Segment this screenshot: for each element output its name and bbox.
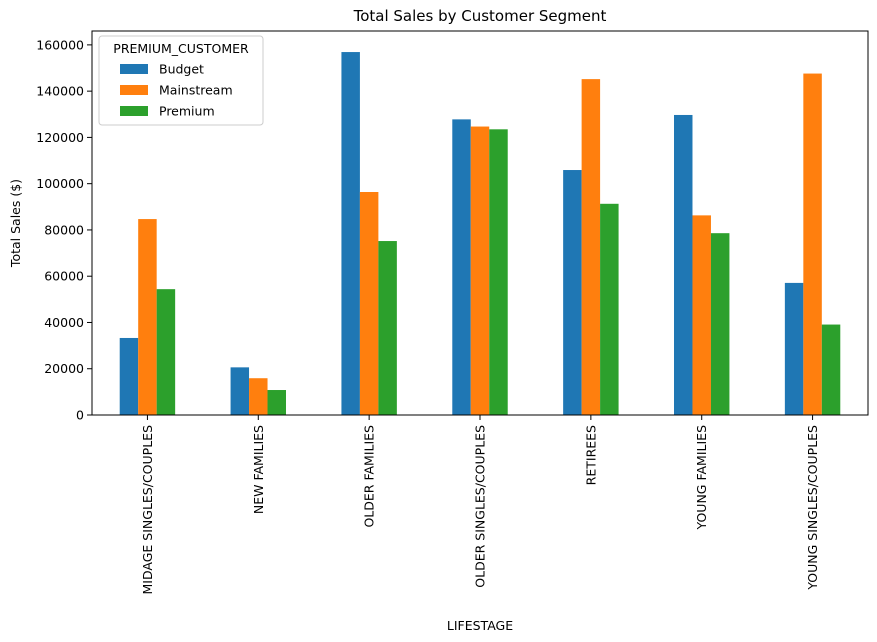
legend-label-mainstream: Mainstream	[159, 83, 233, 98]
x-tick-label-retirees: RETIREES	[583, 425, 598, 485]
bar-mainstream-new-families	[249, 378, 268, 415]
x-axis-ticks: MIDAGE SINGLES/COUPLES NEW FAMILIES OLDER …	[140, 415, 820, 594]
x-tick-label-new-families: NEW FAMILIES	[251, 425, 266, 514]
legend-swatch-mainstream	[120, 85, 148, 95]
legend: PREMIUM_CUSTOMER Budget Mainstream Premium	[98, 35, 264, 126]
bar-mainstream-young-families	[692, 215, 711, 415]
bar-premium-older-singles-couples	[489, 129, 508, 415]
legend-label-budget: Budget	[159, 62, 204, 77]
x-tick-label-older-singles-couples: OLDER SINGLES/COUPLES	[473, 425, 488, 588]
y-tick-label: 80000	[44, 222, 84, 237]
bar-budget-older-singles-couples	[452, 119, 471, 416]
chart-title: Total Sales by Customer Segment	[353, 7, 607, 25]
x-tick-label-older-families: OLDER FAMILIES	[362, 425, 377, 528]
y-tick-label: 40000	[44, 315, 84, 330]
bar-budget-young-singles-couples	[784, 282, 804, 415]
plot-frame	[91, 30, 869, 416]
legend-frame	[98, 35, 264, 126]
y-tick-label: 20000	[44, 361, 84, 376]
y-tick-label: 0	[76, 408, 84, 423]
bar-budget-midage-singles-couples	[119, 337, 139, 415]
y-tick-label: 100000	[36, 176, 84, 191]
x-axis-label: LIFESTAGE	[447, 618, 513, 633]
y-axis-label: Total Sales ($)	[8, 179, 23, 268]
bar-mainstream-young-singles-couples	[803, 73, 822, 415]
bar-premium-retirees	[600, 203, 619, 415]
bar-premium-young-families	[710, 233, 730, 415]
y-tick-label: 140000	[36, 84, 84, 99]
bar-budget-retirees	[563, 170, 582, 415]
bar-budget-older-families	[341, 52, 360, 416]
y-tick-label: 160000	[36, 37, 84, 52]
bar-mainstream-older-singles-couples	[470, 126, 490, 415]
legend-swatch-budget	[120, 64, 148, 74]
bar-budget-new-families	[230, 367, 250, 415]
bars-group	[119, 52, 841, 416]
bar-budget-young-families	[674, 114, 693, 415]
legend-swatch-premium	[120, 106, 148, 116]
bar-premium-midage-singles-couples	[156, 289, 176, 415]
bar-premium-young-singles-couples	[821, 324, 841, 415]
bar-mainstream-retirees	[581, 79, 601, 416]
y-tick-label: 120000	[36, 130, 84, 145]
x-tick-label-young-singles-couples: YOUNG SINGLES/COUPLES	[805, 425, 820, 591]
x-tick-label-young-families: YOUNG FAMILIES	[694, 425, 709, 531]
x-tick-label-midage-singles-couples: MIDAGE SINGLES/COUPLES	[140, 425, 155, 595]
y-tick-label: 60000	[44, 269, 84, 284]
bar-premium-older-families	[378, 241, 397, 415]
legend-title: PREMIUM_CUSTOMER	[113, 41, 249, 56]
bar-premium-new-families	[267, 390, 286, 415]
y-axis-ticks: 0 20000 40000 60000 80000 100000 120000 140000 1…	[36, 37, 92, 423]
legend-label-premium: Premium	[159, 104, 215, 119]
bar-mainstream-midage-singles-couples	[138, 219, 157, 415]
bar-mainstream-older-families	[359, 192, 379, 415]
